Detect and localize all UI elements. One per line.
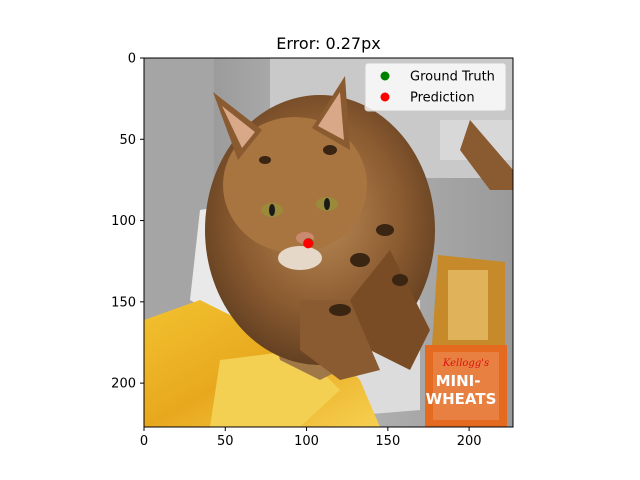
box-line1-text: MINI- bbox=[436, 372, 481, 390]
x-tick-label: 50 bbox=[217, 434, 234, 449]
y-axis: 0 50 100 150 200 bbox=[111, 52, 144, 392]
y-tick-label: 150 bbox=[111, 295, 136, 310]
y-tick-label: 0 bbox=[128, 52, 136, 67]
legend: Ground Truth Prediction bbox=[364, 62, 507, 112]
x-tick-label: 0 bbox=[140, 434, 148, 449]
cereal-box-label: Kellogg's MINI- WHEATS bbox=[426, 358, 497, 408]
box-brand-text: Kellogg's bbox=[442, 358, 489, 369]
y-tick-label: 200 bbox=[111, 377, 136, 392]
x-axis: 0 50 100 150 200 bbox=[140, 427, 482, 449]
x-tick-label: 100 bbox=[294, 434, 319, 449]
y-tick-label: 100 bbox=[111, 214, 136, 229]
axes-frame bbox=[143, 57, 514, 428]
x-tick-label: 200 bbox=[457, 434, 482, 449]
background-photo bbox=[144, 58, 513, 427]
prediction-point bbox=[303, 238, 314, 249]
legend-marker-prediction bbox=[380, 92, 390, 102]
legend-box bbox=[364, 62, 507, 112]
y-tick-label: 50 bbox=[119, 133, 136, 148]
legend-label-ground-truth: Ground Truth bbox=[410, 70, 495, 85]
legend-marker-ground-truth bbox=[380, 71, 390, 81]
box-line2-text: WHEATS bbox=[426, 390, 497, 408]
chart-title: Error: 0.27px bbox=[276, 34, 380, 53]
legend-label-prediction: Prediction bbox=[410, 91, 475, 106]
x-tick-label: 150 bbox=[375, 434, 400, 449]
data-points bbox=[303, 238, 314, 249]
